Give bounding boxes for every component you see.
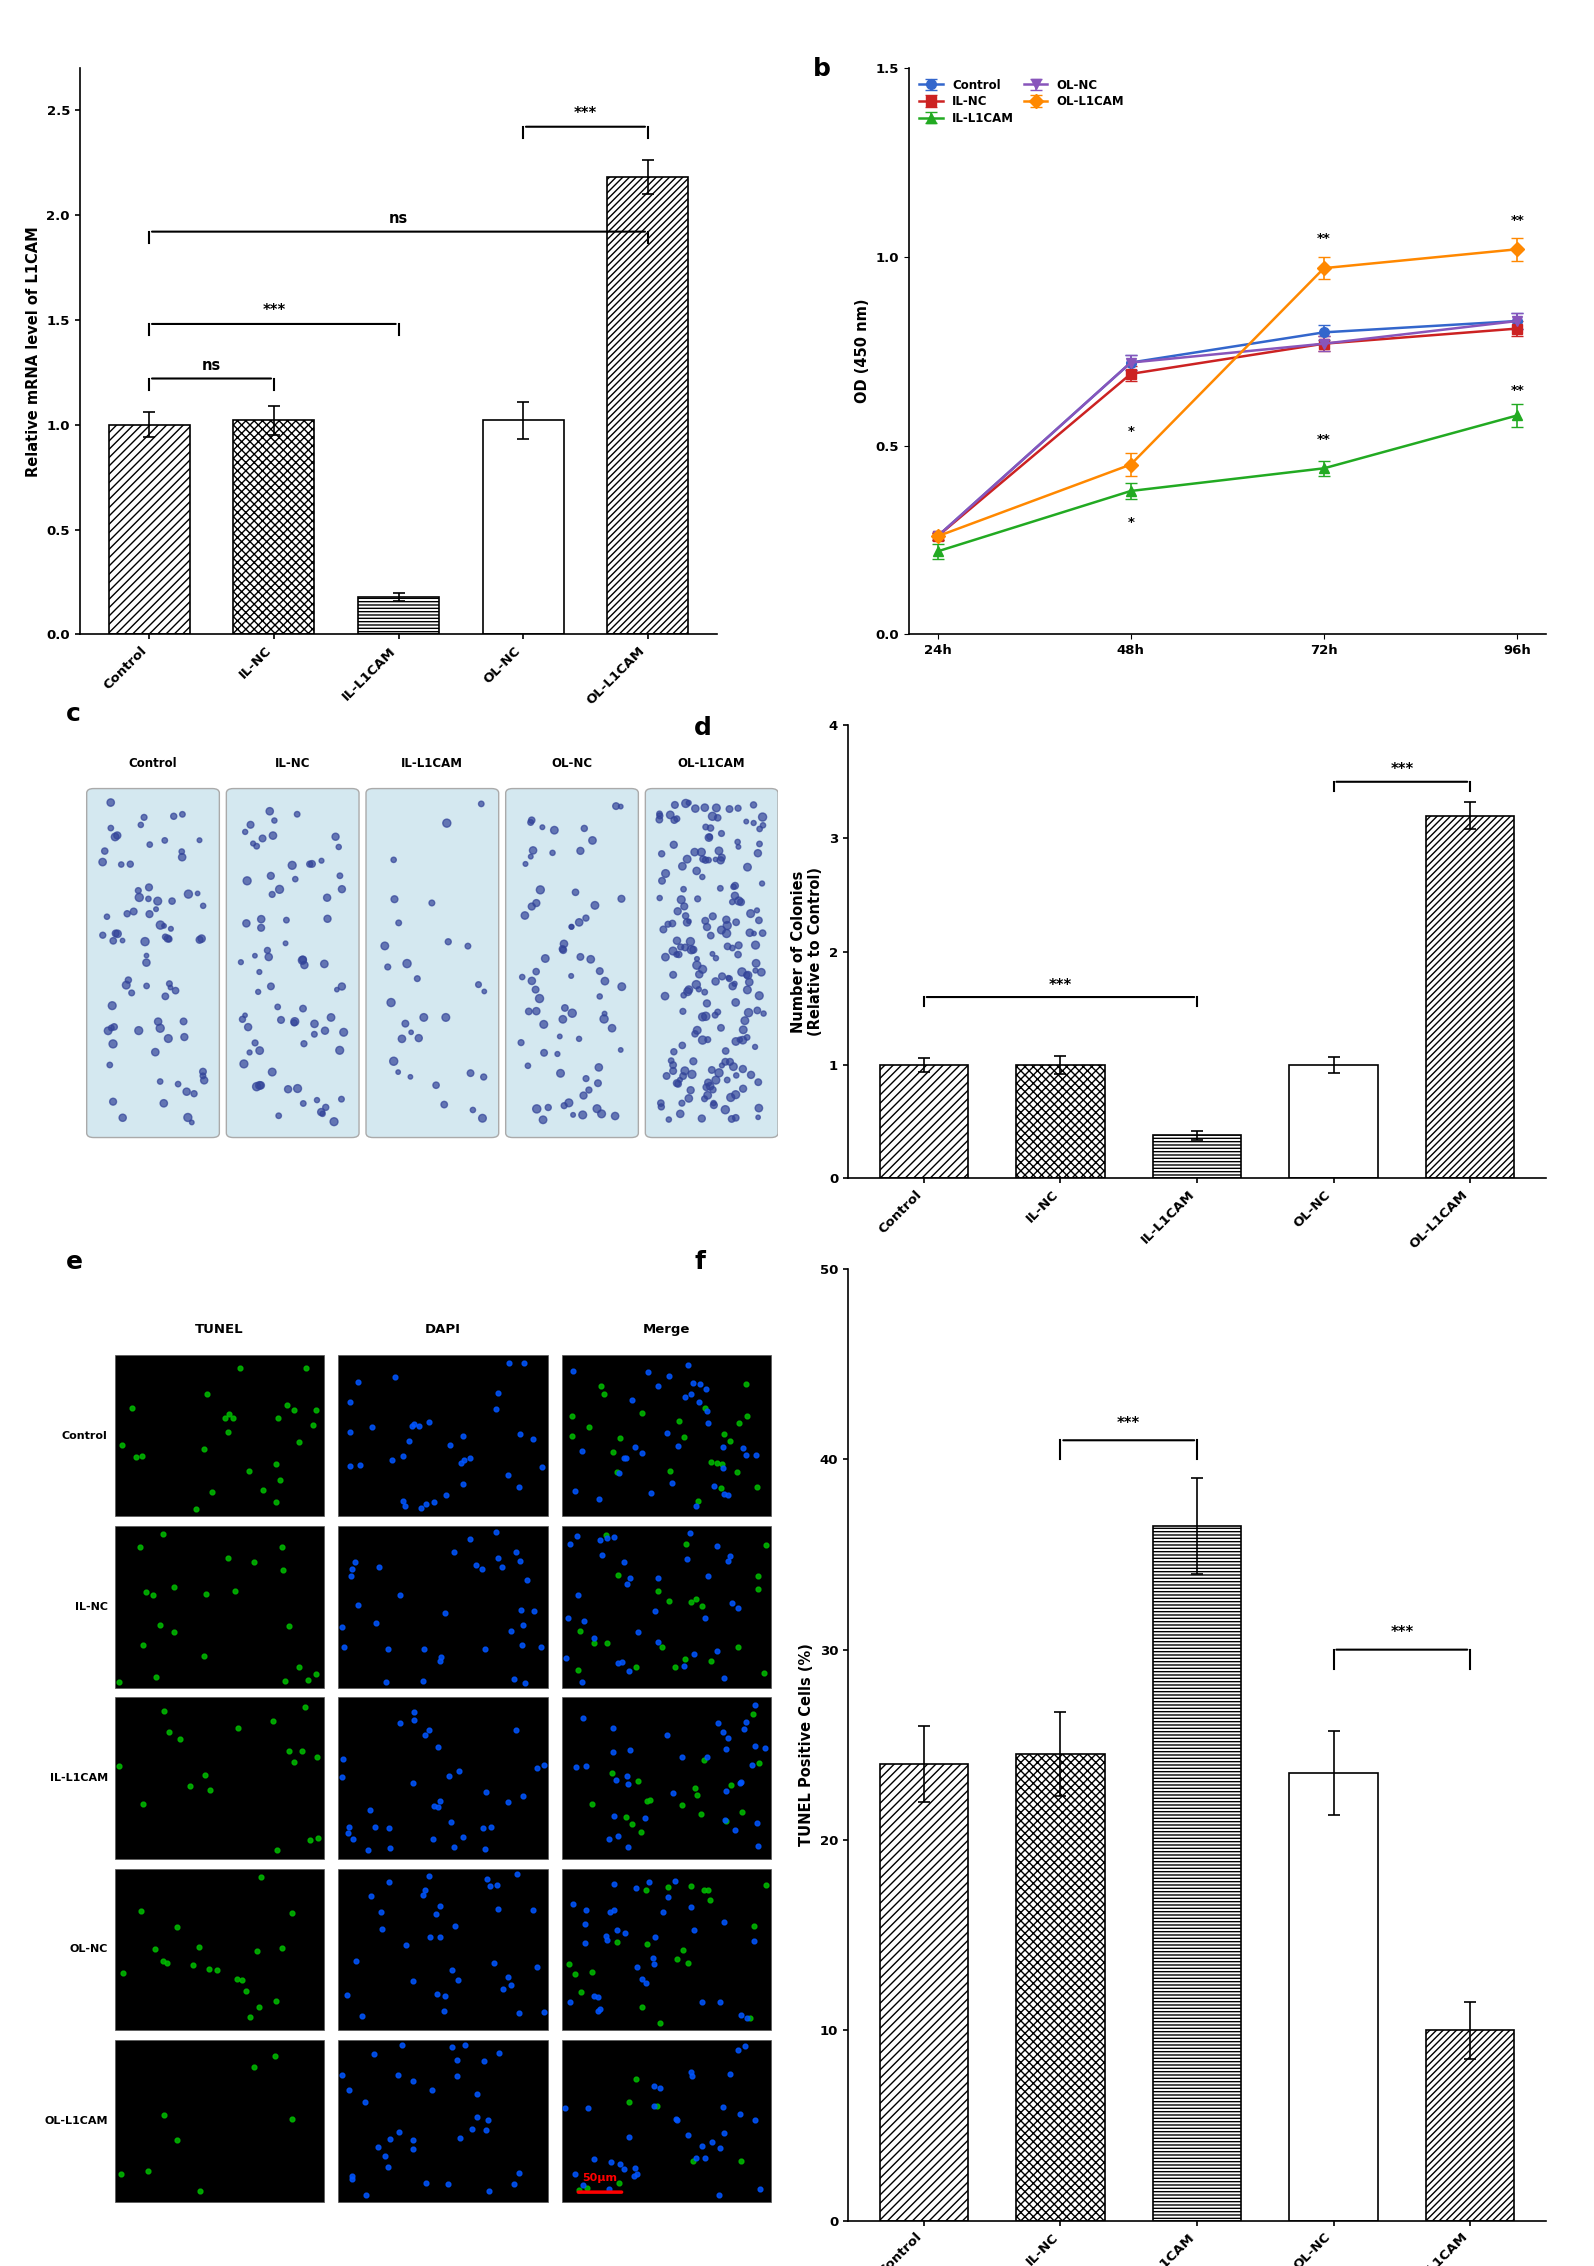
Bar <box>880 1763 968 2221</box>
Bar <box>1290 1065 1377 1178</box>
Bar <box>483 421 564 634</box>
Text: OL-L1CAM: OL-L1CAM <box>45 2116 108 2126</box>
Text: IL-L1CAM: IL-L1CAM <box>49 1772 108 1783</box>
Bar <box>1015 1754 1105 2221</box>
Text: ***: *** <box>574 107 598 120</box>
Point <box>1299 990 1325 1026</box>
Text: *: * <box>1127 426 1135 437</box>
FancyBboxPatch shape <box>115 1355 324 1516</box>
Bar <box>607 177 689 634</box>
Text: DAPI: DAPI <box>426 1323 461 1335</box>
Bar <box>1152 1525 1242 2221</box>
Point <box>1181 252 1207 288</box>
Legend: Control, IL-NC, IL-L1CAM, OL-NC, OL-L1CAM: Control, IL-NC, IL-L1CAM, OL-NC, OL-L1CA… <box>915 75 1129 129</box>
Text: **: ** <box>1317 233 1331 245</box>
Point <box>1038 1271 1063 1307</box>
Point <box>787 1298 813 1335</box>
Y-axis label: Number of Colonies
(Relative to Control): Number of Colonies (Relative to Control) <box>791 868 824 1036</box>
Text: Control: Control <box>62 1430 108 1441</box>
Text: OL-L1CAM: OL-L1CAM <box>677 757 746 770</box>
Bar <box>359 596 438 634</box>
FancyBboxPatch shape <box>338 1869 548 2030</box>
Point <box>1310 77 1336 113</box>
Point <box>1511 1462 1537 1498</box>
Bar <box>1425 2030 1514 2221</box>
Text: Control: Control <box>129 757 177 770</box>
Text: ns: ns <box>389 211 408 227</box>
Point <box>1548 43 1573 79</box>
Point <box>719 238 744 274</box>
Point <box>1148 54 1173 91</box>
FancyBboxPatch shape <box>646 789 778 1138</box>
FancyBboxPatch shape <box>338 1697 548 1858</box>
Text: ***: *** <box>1390 1625 1414 1641</box>
FancyBboxPatch shape <box>561 1869 771 2030</box>
Point <box>1455 165 1481 202</box>
Text: TUNEL: TUNEL <box>194 1323 244 1335</box>
Text: IL-NC: IL-NC <box>274 757 311 770</box>
FancyBboxPatch shape <box>226 789 359 1138</box>
Y-axis label: OD (450 nm): OD (450 nm) <box>854 299 870 403</box>
Text: d: d <box>695 716 713 741</box>
Point <box>1400 381 1425 417</box>
FancyBboxPatch shape <box>561 1355 771 1516</box>
FancyBboxPatch shape <box>338 1525 548 1688</box>
Text: IL-NC: IL-NC <box>75 1602 108 1611</box>
Text: *: * <box>1127 517 1135 528</box>
Text: ns: ns <box>202 358 222 374</box>
Text: OL-NC: OL-NC <box>69 1944 108 1956</box>
FancyBboxPatch shape <box>561 1697 771 1858</box>
Text: ***: *** <box>1117 1416 1140 1430</box>
Text: ***: *** <box>1390 761 1414 777</box>
Text: **: ** <box>1317 433 1331 446</box>
FancyBboxPatch shape <box>338 2039 548 2203</box>
Point <box>1388 145 1414 181</box>
Text: f: f <box>695 1251 705 1273</box>
Text: ***: *** <box>263 304 285 317</box>
FancyBboxPatch shape <box>561 1525 771 1688</box>
Bar <box>1425 816 1514 1178</box>
Bar <box>1152 1135 1242 1178</box>
Text: ***: *** <box>1049 977 1073 993</box>
Y-axis label: Relative mRNA level of L1CAM: Relative mRNA level of L1CAM <box>26 227 41 476</box>
Bar <box>880 1065 968 1178</box>
Text: b: b <box>813 57 830 82</box>
Point <box>1181 764 1207 800</box>
FancyBboxPatch shape <box>115 1869 324 2030</box>
FancyBboxPatch shape <box>86 789 220 1138</box>
Text: IL-L1CAM: IL-L1CAM <box>402 757 464 770</box>
Text: OL-NC: OL-NC <box>552 757 593 770</box>
FancyBboxPatch shape <box>505 789 638 1138</box>
Bar <box>1015 1065 1105 1178</box>
FancyBboxPatch shape <box>115 1697 324 1858</box>
Text: **: ** <box>1511 383 1524 397</box>
Text: Merge: Merge <box>642 1323 690 1335</box>
Point <box>1537 2 1562 39</box>
FancyBboxPatch shape <box>115 2039 324 2203</box>
Bar <box>1290 1774 1377 2221</box>
Point <box>807 383 832 419</box>
Text: **: ** <box>1511 213 1524 227</box>
FancyBboxPatch shape <box>338 1355 548 1516</box>
Text: 50μm: 50μm <box>582 2173 617 2182</box>
Text: c: c <box>65 702 81 727</box>
Bar <box>233 421 314 634</box>
Text: e: e <box>65 1251 83 1273</box>
Point <box>1435 426 1460 462</box>
FancyBboxPatch shape <box>561 2039 771 2203</box>
Bar <box>108 424 190 634</box>
FancyBboxPatch shape <box>115 1525 324 1688</box>
Y-axis label: TUNEL Positive Cells (%): TUNEL Positive Cells (%) <box>799 1643 815 1847</box>
FancyBboxPatch shape <box>367 789 499 1138</box>
